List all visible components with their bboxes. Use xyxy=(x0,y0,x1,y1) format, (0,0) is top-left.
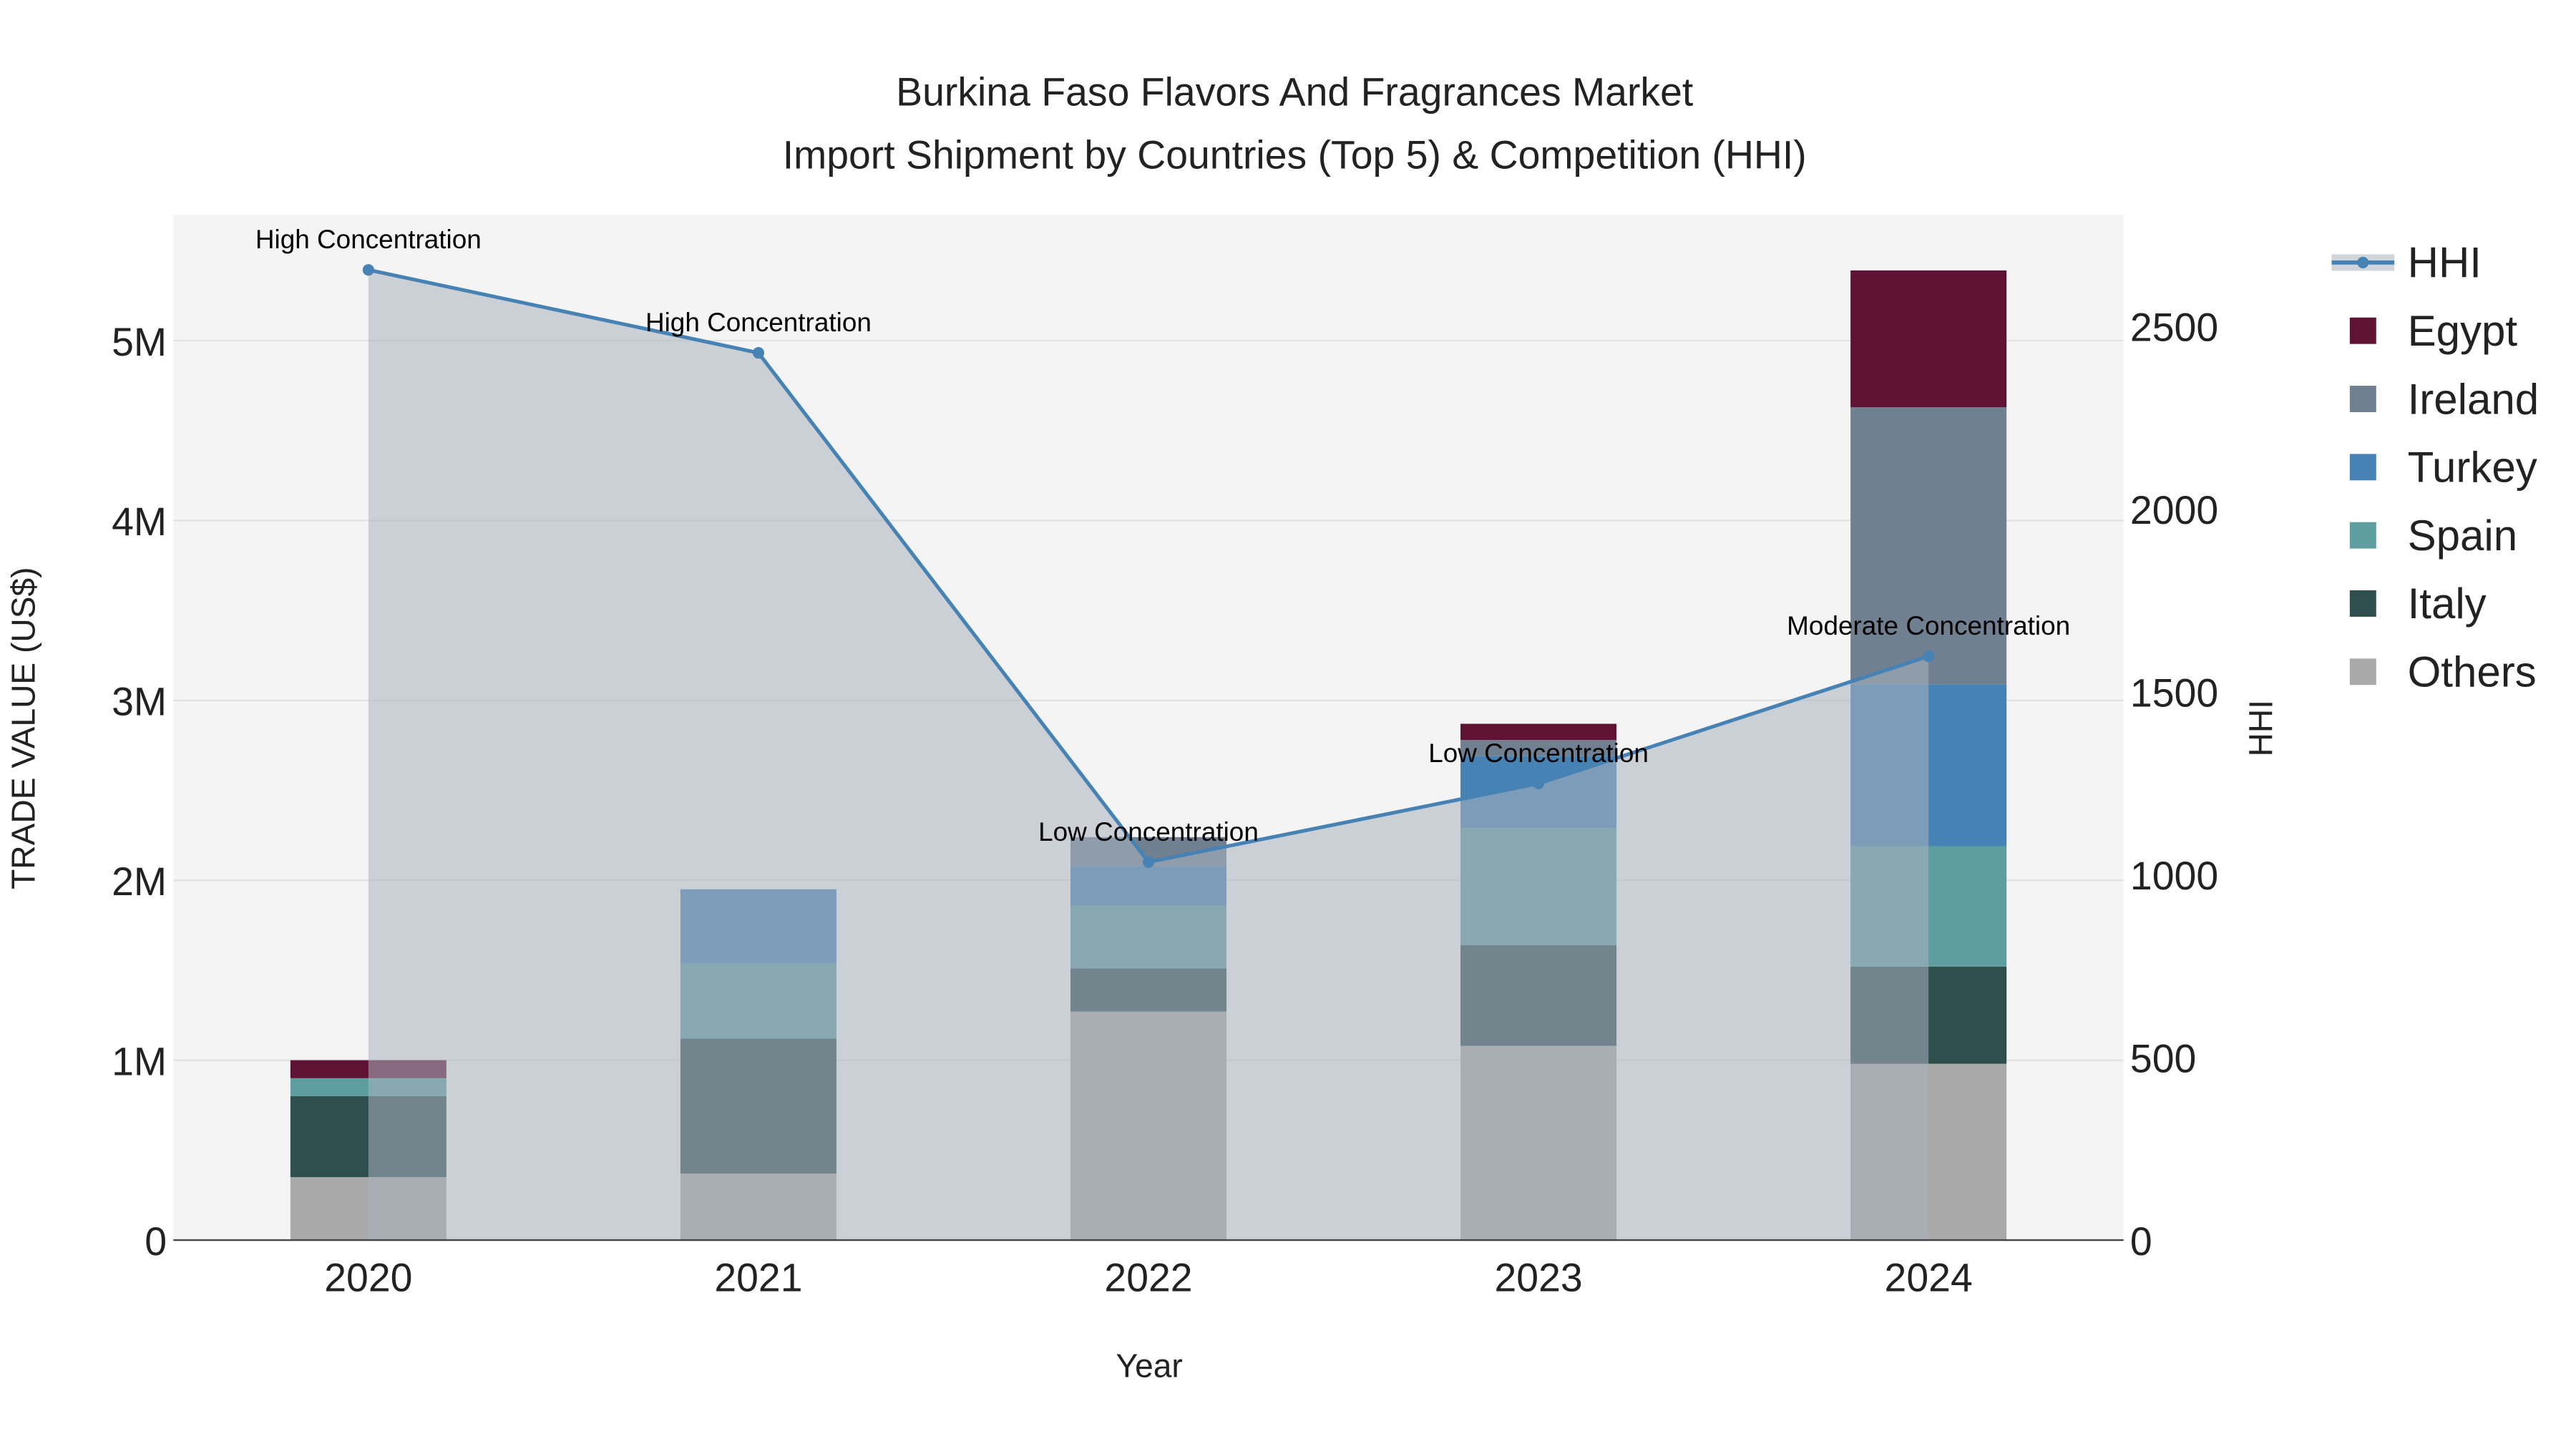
y2-tick-label: 2500 xyxy=(2130,306,2218,350)
legend-label-italy: Italy xyxy=(2408,580,2487,628)
legend-label-turkey: Turkey xyxy=(2408,444,2537,492)
hhi-annotation: Moderate Concentration xyxy=(1787,611,2070,640)
chart-title: Burkina Faso Flavors And Fragrances Mark… xyxy=(896,70,1693,114)
y-tick-label: 3M xyxy=(112,680,167,724)
hhi-annotation: High Concentration xyxy=(255,225,482,254)
hhi-area-fill xyxy=(368,270,1929,1241)
legend-swatch-egypt xyxy=(2349,317,2376,344)
annotations: High Concentration High Concentration Low … xyxy=(255,225,2070,847)
x-tick-label: 2024 xyxy=(1885,1256,1973,1300)
y-ticks: 0 1M 2M 3M 4M 5M xyxy=(112,320,167,1264)
x-tick-label: 2023 xyxy=(1494,1256,1582,1300)
hhi-annotation: Low Concentration xyxy=(1038,817,1259,847)
y-tick-label: 5M xyxy=(112,320,167,364)
legend-marker-hhi xyxy=(2357,256,2369,268)
y2-tick-label: 1500 xyxy=(2130,670,2218,715)
legend-swatch-ireland xyxy=(2349,386,2376,412)
hhi-point-2024 xyxy=(1923,650,1935,663)
hhi-area xyxy=(368,270,1929,1241)
bar-ireland-2024 xyxy=(1850,407,2007,685)
legend-label-egypt: Egypt xyxy=(2408,307,2518,355)
y2-tick-label: 1000 xyxy=(2130,854,2218,898)
hhi-annotation: Low Concentration xyxy=(1428,738,1649,768)
legend: HHI Egypt Ireland Turkey Spain Italy Others xyxy=(2331,239,2539,696)
y-axis-label: TRADE VALUE (US$) xyxy=(4,567,42,889)
legend-swatch-spain xyxy=(2349,522,2376,549)
legend-label-ireland: Ireland xyxy=(2408,375,2539,423)
y2-tick-label: 2000 xyxy=(2130,488,2218,532)
legend-swatch-others xyxy=(2349,658,2376,686)
legend-label-others: Others xyxy=(2408,648,2537,696)
y2-ticks: 0 500 1000 1500 2000 2500 xyxy=(2130,306,2218,1264)
x-axis-label: Year xyxy=(1116,1347,1183,1385)
legend-label-hhi: HHI xyxy=(2408,239,2482,287)
hhi-point-2023 xyxy=(1533,777,1545,790)
y-tick-label: 2M xyxy=(112,859,167,904)
hhi-point-2022 xyxy=(1142,856,1155,868)
y2-tick-label: 0 xyxy=(2130,1219,2152,1264)
bar-egypt-2024 xyxy=(1850,270,2007,408)
bar-egypt-2023 xyxy=(1460,723,1617,741)
bar-ireland-2023 xyxy=(1460,740,1617,756)
y-tick-label: 4M xyxy=(112,499,167,544)
legend-swatch-turkey xyxy=(2349,454,2376,481)
y2-axis-label: HHI xyxy=(2242,700,2279,756)
chart-subtitle: Import Shipment by Countries (Top 5) & C… xyxy=(783,132,1807,177)
legend-label-spain: Spain xyxy=(2408,512,2517,560)
legend-swatch-italy xyxy=(2349,590,2376,617)
hhi-annotation: High Concentration xyxy=(645,308,872,337)
y2-tick-label: 500 xyxy=(2130,1036,2196,1080)
x-tick-label: 2022 xyxy=(1104,1256,1192,1300)
y-tick-label: 1M xyxy=(112,1039,167,1083)
hhi-line xyxy=(362,264,1935,868)
y-tick-label: 0 xyxy=(145,1219,167,1264)
x-ticks: 2020 2021 2022 2023 2024 xyxy=(324,1256,1973,1300)
hhi-point-2021 xyxy=(752,347,764,359)
hhi-point-2020 xyxy=(362,264,374,276)
x-tick-label: 2021 xyxy=(714,1256,802,1300)
x-tick-label: 2020 xyxy=(324,1256,412,1300)
